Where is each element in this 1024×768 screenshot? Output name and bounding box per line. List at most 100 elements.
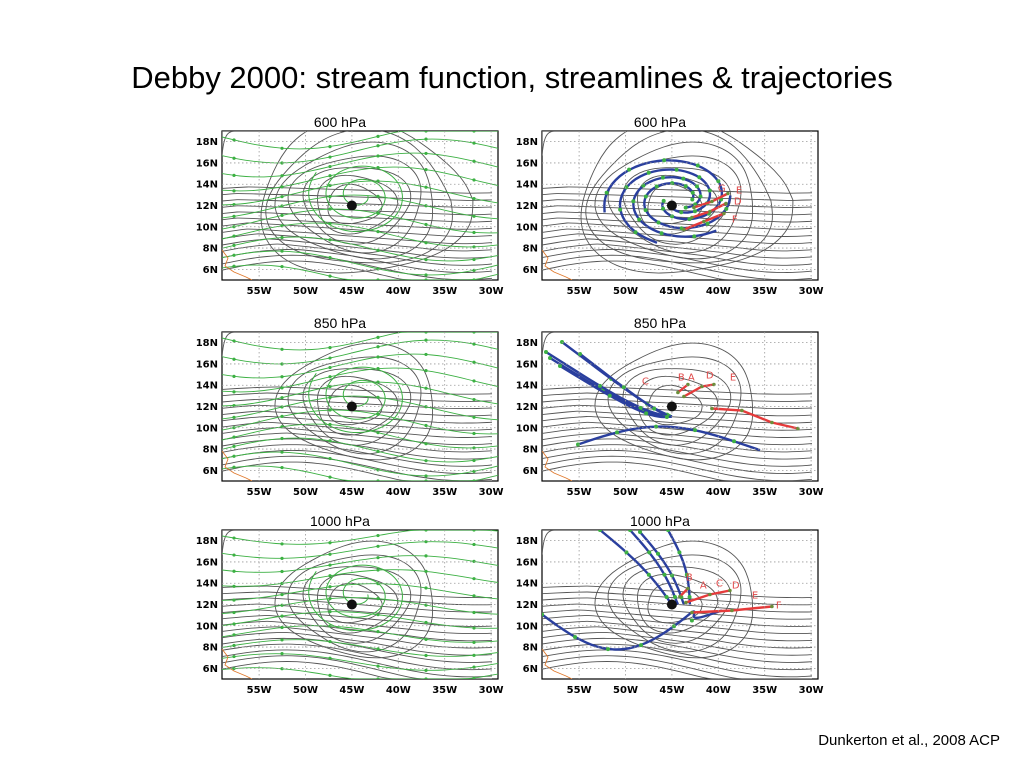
streamline bbox=[308, 366, 403, 434]
trajectory-marker bbox=[695, 163, 700, 168]
contour-line bbox=[274, 342, 434, 461]
streamline-arrow bbox=[424, 332, 428, 334]
streamline bbox=[222, 569, 498, 587]
trajectory-marker bbox=[644, 411, 649, 416]
panel-title: 1000 hPa bbox=[630, 513, 690, 529]
streamline-arrow bbox=[376, 194, 380, 198]
streamline-arrow bbox=[280, 405, 284, 409]
y-tick-label: 6N bbox=[523, 265, 538, 276]
trajectory-marker bbox=[676, 390, 680, 395]
streamline-arrow bbox=[328, 656, 332, 660]
trajectory-marker bbox=[656, 551, 661, 556]
trajectory-marker bbox=[716, 179, 721, 184]
streamline bbox=[308, 564, 403, 632]
trajectory-marker bbox=[604, 190, 609, 195]
streamline-arrow bbox=[328, 408, 332, 412]
streamline-arrow bbox=[472, 278, 476, 280]
x-tick-label: 30W bbox=[799, 286, 824, 297]
streamline-arrow bbox=[424, 479, 428, 481]
streamline-arrow bbox=[232, 374, 236, 378]
y-tick-label: 18N bbox=[196, 137, 218, 148]
streamline-arrow bbox=[376, 533, 380, 538]
trajectory-blue bbox=[559, 364, 673, 419]
trajectory-marker bbox=[684, 572, 689, 577]
streamline-arrow bbox=[328, 238, 332, 242]
contour-line bbox=[622, 566, 732, 644]
streamline-arrow bbox=[376, 179, 380, 183]
streamline-arrow bbox=[328, 207, 332, 211]
contour-line bbox=[222, 404, 493, 417]
x-tick-label: 50W bbox=[293, 286, 318, 297]
trajectory-marker bbox=[656, 220, 661, 225]
streamline-arrow bbox=[424, 368, 428, 373]
streamline bbox=[222, 236, 498, 262]
streamline-arrow bbox=[328, 541, 332, 545]
streamline-arrow bbox=[328, 164, 332, 169]
trajectory-marker bbox=[662, 572, 667, 577]
streamline-arrow bbox=[328, 624, 332, 628]
streamline-arrow bbox=[232, 214, 236, 218]
contour-line bbox=[542, 649, 813, 678]
trajectory-marker bbox=[683, 184, 688, 189]
trajectory-marker bbox=[624, 550, 629, 555]
x-tick-label: 40W bbox=[386, 286, 411, 297]
x-tick-label: 30W bbox=[799, 685, 824, 696]
streamline bbox=[222, 409, 498, 435]
streamline-arrow bbox=[472, 342, 476, 346]
streamline-arrow bbox=[232, 454, 236, 458]
streamline-arrow bbox=[424, 603, 428, 607]
y-tick-label: 10N bbox=[196, 222, 218, 233]
contour-line bbox=[637, 573, 719, 634]
streamline-arrow bbox=[280, 542, 284, 546]
y-tick-label: 14N bbox=[196, 180, 218, 191]
streamline bbox=[222, 530, 498, 545]
y-tick-label: 14N bbox=[516, 180, 538, 191]
y-tick-label: 8N bbox=[203, 244, 218, 255]
contour-line bbox=[542, 222, 813, 237]
y-tick-label: 6N bbox=[523, 466, 538, 477]
streamline-arrow bbox=[472, 131, 476, 133]
x-tick-label: 55W bbox=[247, 286, 272, 297]
streamline-arrow bbox=[424, 278, 428, 280]
streamline-arrow bbox=[232, 643, 236, 648]
contour-line bbox=[222, 432, 493, 453]
trajectory-group: BA C D E F bbox=[542, 530, 782, 652]
streamline bbox=[308, 165, 403, 233]
contour-line bbox=[542, 217, 813, 230]
streamline-arrow bbox=[280, 146, 284, 150]
contour-line bbox=[542, 455, 813, 481]
contour-line bbox=[317, 375, 399, 436]
trajectory-marker bbox=[722, 211, 726, 216]
trajectory-marker bbox=[646, 170, 651, 175]
trajectory-marker bbox=[615, 430, 619, 435]
y-tick-label: 10N bbox=[196, 423, 218, 434]
streamline-arrow bbox=[424, 442, 428, 446]
streamline-arrow bbox=[424, 151, 428, 156]
streamline bbox=[222, 667, 498, 679]
contour-line bbox=[647, 183, 703, 225]
streamline-arrow bbox=[328, 274, 332, 278]
x-tick-label: 55W bbox=[567, 487, 592, 498]
streamline-arrow bbox=[280, 436, 284, 441]
streamline-arrow bbox=[376, 468, 380, 472]
contour-line bbox=[542, 609, 813, 627]
contour-line bbox=[542, 626, 813, 649]
trajectory-label: E bbox=[730, 373, 736, 384]
trajectory-marker bbox=[674, 167, 679, 172]
contour-line bbox=[222, 649, 493, 678]
streamline-arrow bbox=[232, 569, 236, 573]
streamline-arrow bbox=[328, 585, 332, 589]
panel-title: 600 hPa bbox=[313, 114, 367, 130]
streamline bbox=[222, 625, 498, 643]
x-tick-label: 30W bbox=[479, 685, 504, 696]
streamline-arrow bbox=[472, 542, 476, 547]
trajectory-red bbox=[677, 383, 689, 394]
streamline bbox=[222, 332, 498, 351]
streamline-arrow bbox=[280, 204, 284, 208]
storm-center-marker bbox=[346, 401, 357, 412]
contour-line bbox=[327, 183, 383, 225]
trajectory-blue bbox=[599, 530, 673, 606]
trajectory-label: D bbox=[734, 197, 742, 208]
trajectory-marker bbox=[652, 406, 657, 411]
